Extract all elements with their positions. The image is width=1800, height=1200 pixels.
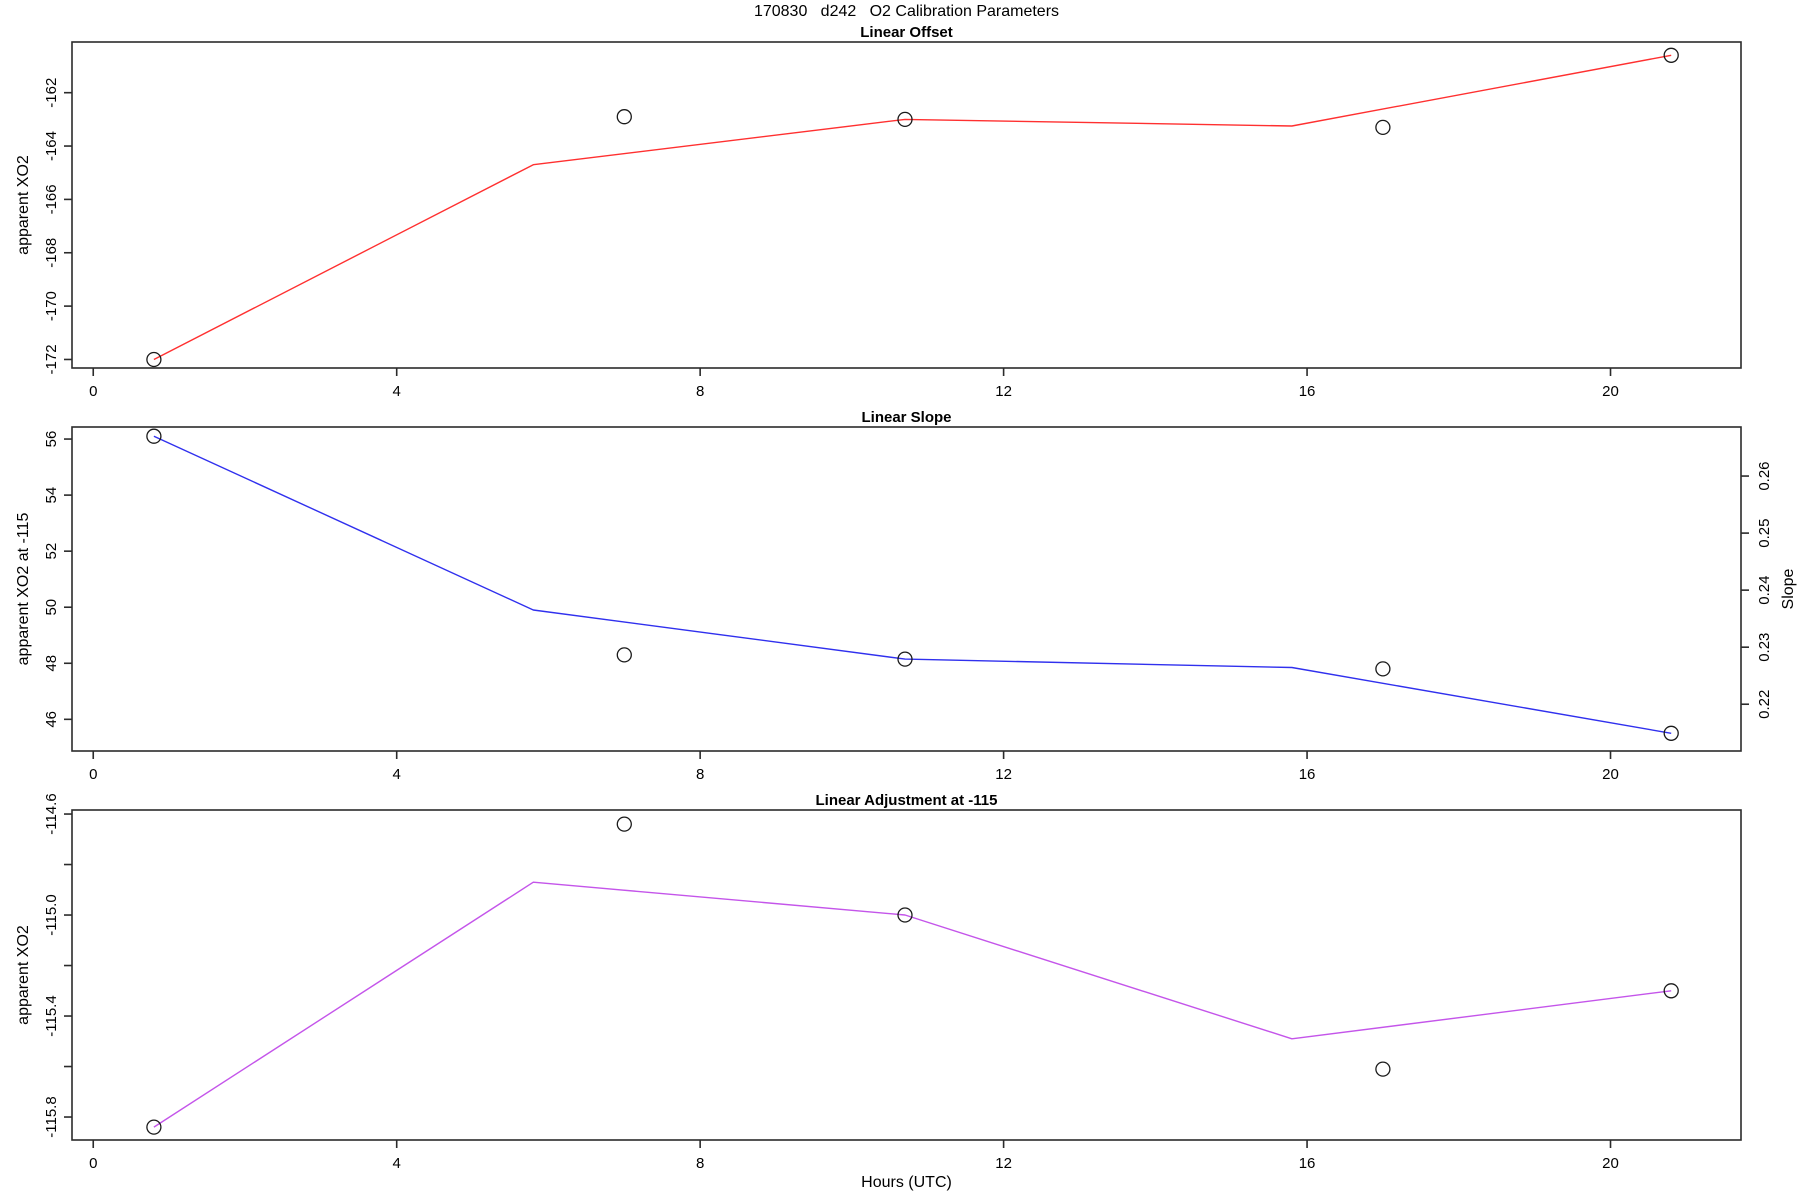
y-tick-label: -115.8: [43, 1096, 60, 1137]
x-tick-label: 8: [696, 383, 704, 400]
x-tick-label: 0: [89, 1155, 97, 1172]
y-tick-label: -115.4: [43, 995, 60, 1036]
plot-border: [71, 426, 1742, 752]
x-axis-title: Hours (UTC): [861, 1174, 952, 1191]
x-tick-label: 12: [995, 383, 1012, 400]
x-tick-label: 0: [89, 383, 97, 400]
data-point: [616, 109, 632, 125]
y-tick-label: -172: [43, 344, 60, 374]
y-tick-label: 50: [43, 599, 60, 616]
figure-title: 170830 d242 O2 Calibration Parameters: [753, 3, 1060, 20]
data-point: [146, 351, 162, 368]
x-tick-label: 4: [393, 766, 401, 783]
x-tick-label: 8: [696, 766, 704, 783]
x-tick-label: 16: [1299, 383, 1316, 400]
y-tick-label: -168: [43, 238, 60, 268]
y-axis-title: apparent XO2 at -115: [15, 513, 32, 666]
y2-tick-label: 0.23: [1756, 633, 1773, 662]
panel-title: Linear Adjustment at -115: [816, 792, 998, 809]
y2-tick-label: 0.24: [1756, 576, 1773, 605]
y2-axis-title: Slope: [1780, 568, 1797, 609]
x-tick-label: 8: [696, 1155, 704, 1172]
data-point: [1663, 725, 1679, 741]
y-tick-label: 46: [43, 711, 60, 728]
y-tick-label: -164: [43, 131, 60, 161]
data-point: [1375, 661, 1391, 677]
plot-border: [71, 41, 1742, 369]
data-point: [616, 816, 632, 832]
y-tick-label: -166: [43, 184, 60, 214]
panel-title: Linear Offset: [860, 24, 953, 41]
x-tick-label: 20: [1602, 1155, 1619, 1172]
data-point: [146, 1119, 162, 1135]
plot-border: [71, 809, 1742, 1141]
y-tick-label: -114.6: [43, 793, 60, 834]
data-line: [153, 435, 1672, 734]
x-tick-label: 16: [1299, 1155, 1316, 1172]
data-point: [146, 428, 162, 444]
data-point: [897, 111, 913, 128]
y-tick-label: -170: [43, 291, 60, 321]
x-tick-label: 20: [1602, 383, 1619, 400]
x-tick-label: 12: [995, 1155, 1012, 1172]
data-point: [1663, 983, 1679, 999]
x-tick-label: 20: [1602, 766, 1619, 783]
data-point: [1663, 47, 1679, 63]
data-point: [897, 651, 913, 667]
data-line: [153, 54, 1672, 361]
data-line: [153, 881, 1672, 1128]
data-point: [1375, 1061, 1391, 1077]
y-tick-label: 48: [43, 655, 60, 672]
y-tick-label: -115.0: [43, 894, 60, 935]
data-point: [897, 907, 913, 923]
y2-tick-label: 0.25: [1756, 518, 1773, 547]
y-tick-label: 56: [43, 431, 60, 448]
x-tick-label: 4: [393, 1155, 401, 1172]
y-tick-label: -162: [43, 78, 60, 108]
y-tick-label: 52: [43, 543, 60, 560]
y2-tick-label: 0.22: [1756, 690, 1773, 719]
x-tick-label: 12: [995, 766, 1012, 783]
y2-tick-label: 0.26: [1756, 461, 1773, 490]
data-point: [1375, 119, 1391, 136]
y-tick-label: 54: [43, 487, 60, 504]
y-axis-title: apparent XO2: [15, 155, 32, 255]
y-axis-title: apparent XO2: [15, 925, 32, 1025]
x-tick-label: 4: [393, 383, 401, 400]
x-tick-label: 0: [89, 766, 97, 783]
data-point: [616, 647, 632, 663]
x-tick-label: 16: [1299, 766, 1316, 783]
panel-title: Linear Slope: [861, 409, 951, 426]
